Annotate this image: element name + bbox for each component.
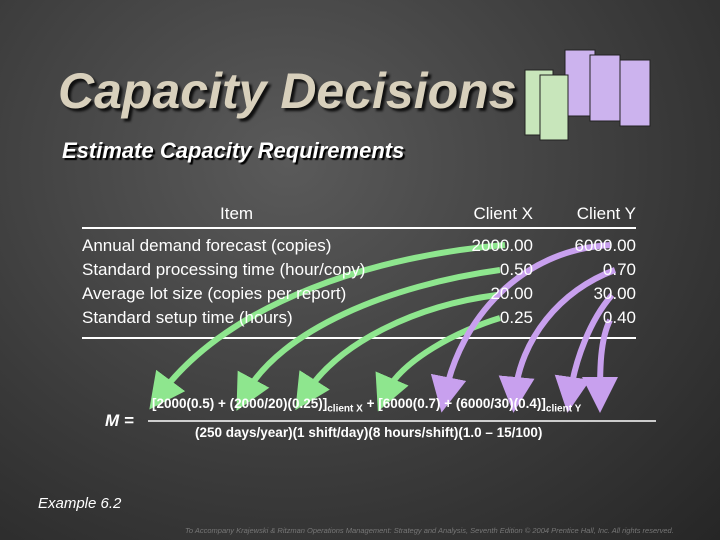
binders-icon [524,49,651,141]
cell-value: 0.70 [602,260,636,279]
green-arrows [149,242,506,412]
numerator: [2000(0.5) + (2000/20)(0.25)]client X + … [152,396,581,415]
cell-value: 2000.00 [471,236,533,255]
cell-value: 30.00 [593,284,636,303]
denominator: (250 days/year)(1 shift/day)(8 hours/shi… [195,425,543,440]
client-y-label: client Y [545,403,582,415]
row-label: Standard setup time (hours) [82,308,293,327]
footer: To Accompany Krajewski & Ritzman Operati… [185,526,674,535]
column-header: Item [220,204,254,223]
cell-value: 6000.00 [574,236,636,255]
purple-arrows [430,242,619,413]
cell-value: 0.25 [499,308,533,327]
row-label: Standard processing time (hour/copy) [82,260,366,279]
cell-value: 0.40 [602,308,636,327]
numerator-y: + [6000(0.7) + (6000/30)(0.4)] [362,396,546,411]
client-x-label: client X [327,403,363,415]
title: Capacity Decisions [58,63,517,119]
cell-value: 0.50 [499,260,533,279]
subtitle: Estimate Capacity Requirements [62,138,405,163]
column-header: Client Y [576,204,636,223]
row-label: Annual demand forecast (copies) [82,236,332,255]
row-label: Average lot size (copies per report) [82,284,347,303]
example-label: Example 6.2 [38,495,122,512]
numerator-x: [2000(0.5) + (2000/20)(0.25)] [152,396,328,411]
cell-value: 20.00 [490,284,533,303]
column-header: Client X [473,204,533,223]
formula-lhs: M = [105,411,134,430]
